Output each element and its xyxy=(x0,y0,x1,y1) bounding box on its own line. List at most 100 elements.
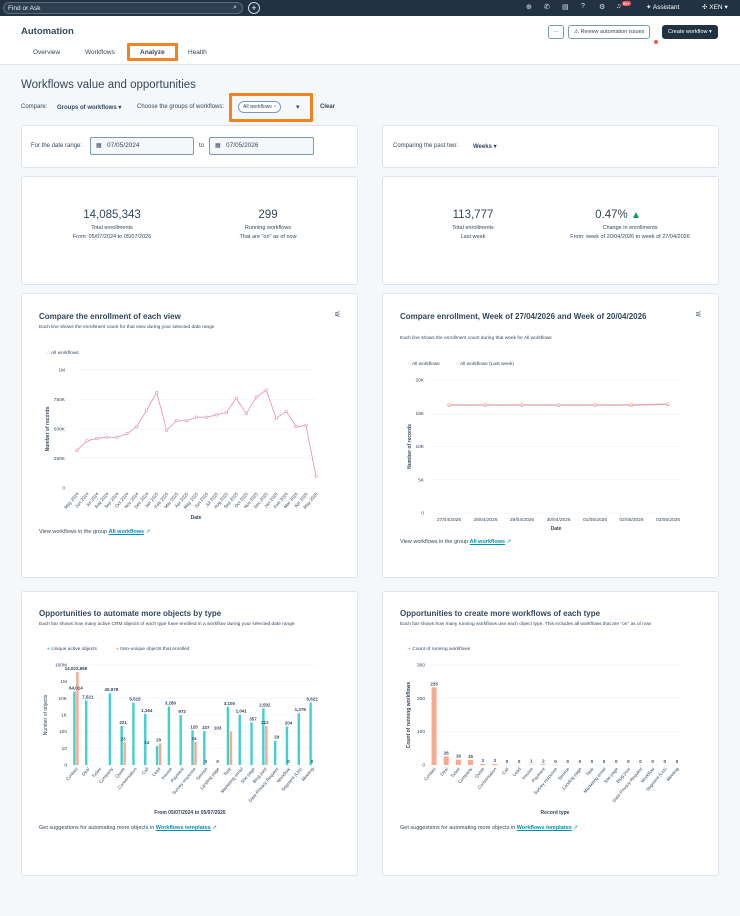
marketplace-icon[interactable]: ▤ xyxy=(562,4,569,11)
data-point xyxy=(85,439,89,443)
page-title: Automation xyxy=(21,26,74,37)
x-tick-label: Task xyxy=(585,766,595,777)
from-date-input[interactable]: ▦ 07/05/2024 xyxy=(90,137,194,155)
bar-unique-active xyxy=(167,706,171,765)
data-label: 0 xyxy=(579,759,582,764)
global-search-input[interactable]: Find or Ask ⌕ xyxy=(3,2,243,14)
data-label: 221 xyxy=(119,720,127,725)
chart3-templates-link[interactable]: Workflows templates xyxy=(155,825,211,831)
bar-unique-active xyxy=(250,722,253,765)
data-point xyxy=(234,396,238,400)
bar-unique-active xyxy=(85,700,88,765)
y-tick-label: 0 xyxy=(64,763,67,769)
data-point xyxy=(145,408,149,412)
arrow-up-icon: ▲ xyxy=(630,210,641,221)
chart1-group-link[interactable]: All workflows xyxy=(108,529,145,535)
data-point xyxy=(520,403,524,407)
chart-settings-icon[interactable]: ⚟ xyxy=(695,310,703,319)
chart1-footer: View workflows in the group All workflow… xyxy=(39,529,151,535)
y-tick-label: 200 xyxy=(417,696,425,702)
data-point xyxy=(95,436,99,441)
bar-unique-active xyxy=(108,693,112,765)
data-point xyxy=(224,410,228,415)
bar-unique-active xyxy=(297,713,300,765)
data-point xyxy=(244,412,248,416)
chip-remove-icon[interactable]: × xyxy=(273,104,277,110)
bell-icon[interactable]: ♫ xyxy=(616,3,622,10)
create-plus-icon[interactable]: + xyxy=(248,2,260,14)
workflow-group-chip[interactable]: All workflows × xyxy=(238,101,282,113)
bar-non-unique xyxy=(158,743,162,765)
chart4-templates-link[interactable]: Workflows templates xyxy=(516,825,572,831)
data-point xyxy=(284,409,288,413)
to-date-input[interactable]: ▦ 07/05/2026 xyxy=(209,137,314,155)
create-workflow-button[interactable]: Create workflow ▾ xyxy=(662,25,718,39)
external-link-icon: ↗ xyxy=(506,539,512,545)
bar-non-unique xyxy=(76,672,79,765)
data-label: 0 xyxy=(639,759,642,764)
y-tick-label: 15K xyxy=(415,411,424,417)
data-label: 1,041 xyxy=(236,709,248,714)
data-point xyxy=(666,402,670,406)
tab-overview[interactable]: Overview xyxy=(33,49,61,56)
more-actions-button[interactable]: ··· xyxy=(548,25,564,39)
y-axis-label: Number of objects xyxy=(43,694,49,735)
gear-icon[interactable]: ⚙ xyxy=(599,4,606,11)
help-icon[interactable]: ? xyxy=(581,3,585,10)
chart1-card xyxy=(21,293,358,578)
y-tick-label: 0 xyxy=(62,486,65,492)
notification-badge: 99+ xyxy=(622,1,631,6)
bar-unique-active xyxy=(144,713,147,765)
phone-icon[interactable]: ✆ xyxy=(544,4,550,11)
data-label: 3 xyxy=(481,758,484,763)
data-point xyxy=(593,403,597,407)
data-point xyxy=(194,415,199,419)
chart4-subtitle: Each bar shows how many running workflow… xyxy=(400,622,652,627)
data-point xyxy=(115,435,119,439)
upgrade-icon[interactable]: ⊕ xyxy=(526,4,532,11)
data-label: 103 xyxy=(214,725,222,730)
data-label: 0 xyxy=(216,759,219,764)
tab-workflows[interactable]: Workflows xyxy=(85,49,115,56)
bar-unique-active xyxy=(309,702,312,765)
x-tick-label: Task xyxy=(222,766,232,777)
data-point xyxy=(254,395,258,399)
y-tick-label: 5K xyxy=(418,477,425,483)
chart4-card xyxy=(382,591,719,876)
clear-button[interactable]: Clear xyxy=(320,104,336,110)
data-label: 0 xyxy=(603,759,606,764)
x-axis-label: Date xyxy=(191,515,202,521)
y-tick-label: 100 xyxy=(59,729,67,735)
compare-dropdown[interactable]: Groups of workflows ▾ xyxy=(57,105,122,111)
choose-groups-label: Choose the groups of workflows: xyxy=(137,104,225,110)
stats-card-left xyxy=(21,176,358,285)
tab-health[interactable]: Health xyxy=(188,49,207,56)
assistant-button[interactable]: ✦ Assistant xyxy=(646,4,680,11)
comparing-dropdown[interactable]: Weeks ▾ xyxy=(473,144,497,150)
groups-dropdown-caret-icon[interactable]: ▾ xyxy=(296,104,300,111)
chart-settings-icon[interactable]: ⚟ xyxy=(334,310,342,319)
to-label: to xyxy=(199,143,205,149)
x-tick-label: Call xyxy=(141,766,150,775)
x-tick-label: 29/04/2026 xyxy=(510,517,534,523)
x-tick-label: 03/05/2026 xyxy=(656,517,680,523)
data-label: 0 xyxy=(676,759,679,764)
review-issues-button[interactable]: ⚠ Review automation issues xyxy=(568,25,651,39)
x-tick-label: Call xyxy=(501,766,510,775)
bar-unique-active xyxy=(226,706,230,765)
account-menu[interactable]: ✣ XEN ▾ xyxy=(702,4,728,11)
data-point xyxy=(184,419,189,423)
chart1-legend-item: ○ All workflows xyxy=(47,351,79,356)
data-label: 23 xyxy=(121,736,127,741)
y-tick-label: 0 xyxy=(422,763,425,769)
data-label: 3,280 xyxy=(165,700,177,705)
chart2-group-link[interactable]: All workflows xyxy=(469,539,506,545)
data-point xyxy=(155,390,159,395)
search-icon: ⌕ xyxy=(233,4,237,11)
bar-running-workflows xyxy=(540,764,546,765)
y-tick-label: 10K xyxy=(58,696,67,702)
chart4-title: Opportunities to create more workflows o… xyxy=(400,609,601,618)
issue-indicator-dot xyxy=(654,40,658,44)
bar-running-workflows xyxy=(492,764,498,765)
data-point xyxy=(629,403,634,407)
